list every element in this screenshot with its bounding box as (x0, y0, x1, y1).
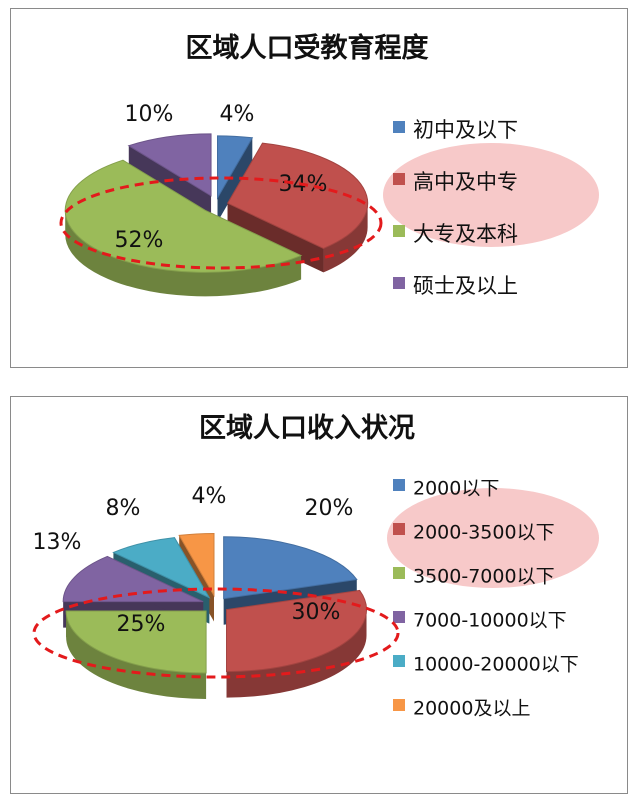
pie-slice (65, 610, 207, 699)
slice-value-label: 52% (115, 228, 164, 253)
slice-value-label: 20% (305, 496, 354, 521)
legend-label: 20000及以上 (413, 698, 530, 720)
slice-top (62, 555, 204, 603)
slice-side (217, 137, 253, 222)
slice-top (112, 537, 211, 599)
slice-value-label: 8% (106, 496, 141, 521)
legend-highlight (383, 143, 599, 247)
legend-swatch (393, 173, 405, 185)
legend-swatch (393, 699, 405, 711)
legend-label: 2000以下 (413, 478, 499, 500)
slice-top (217, 135, 254, 200)
chart-title: 区域人口收入状况 (199, 413, 415, 444)
slice-wall (65, 210, 302, 297)
income-pie-chart: 区域人口收入状况 20% 30% 25% 13% 8% 4% 2000以下 2000-350… (32, 413, 599, 720)
slice-value-label: 10% (125, 102, 174, 127)
pie-slices (64, 133, 369, 297)
pie-slice (226, 589, 367, 698)
legend-label: 初中及以下 (413, 118, 518, 142)
legend-label: 硕士及以上 (413, 274, 518, 298)
legend-swatch (393, 479, 405, 491)
legend-label: 3500-7000以下 (413, 566, 555, 588)
slice-top (226, 589, 367, 673)
slice-value-label: 4% (192, 484, 227, 509)
pie-slices (62, 532, 367, 699)
legend-swatch (393, 523, 405, 535)
highlight-oval (387, 488, 599, 588)
slice-wall (323, 203, 368, 273)
slice-top (127, 133, 212, 197)
slice-value-label: 13% (33, 530, 82, 555)
highlight-oval (383, 143, 599, 247)
slice-top (226, 142, 369, 249)
legend-label: 大专及本科 (413, 222, 518, 246)
pie-slice (217, 135, 254, 222)
slice-wall (226, 609, 367, 698)
slice-value-label: 25% (117, 612, 166, 637)
legend-swatch (393, 655, 405, 667)
chart-panel-income: 区域人口收入状况 20% 30% 25% 13% 8% 4% 2000以下 2000-350… (10, 396, 628, 794)
legend-swatch (393, 611, 405, 623)
slice-top (223, 536, 358, 600)
highlight-dashed-ellipse (32, 587, 400, 679)
legend-swatch (393, 567, 405, 579)
slice-value-label: 4% (220, 102, 255, 127)
legend-swatch (393, 225, 405, 237)
legend-label: 2000-3500以下 (413, 522, 555, 544)
chart-panel-education: 区域人口受教育程度 4% 34% 52% 10% 初中及以下 高中及中专 大专及本科 硕士及… (10, 8, 628, 368)
legend-swatch (393, 277, 405, 289)
slice-wall (66, 610, 207, 699)
education-pie-chart: 区域人口受教育程度 4%34%52%10% 初中及以下高中及中专大专及本科硕士及… (59, 32, 599, 298)
slice-labels: 20% 30% 25% 13% 8% 4% (33, 484, 354, 637)
slice-value-label: 30% (292, 600, 341, 625)
slice-top (178, 532, 215, 598)
chart-title: 区域人口受教育程度 (186, 32, 429, 64)
legend-label: 高中及中专 (413, 170, 518, 194)
legend-highlight (387, 488, 599, 588)
legend-swatch (393, 121, 405, 133)
legend-label: 10000-20000以下 (413, 654, 579, 676)
legend-label: 7000-10000以下 (413, 610, 567, 632)
highlight-dashed-ellipse (59, 176, 383, 270)
slice-top (65, 610, 207, 674)
legend: 2000以下 2000-3500以下 3500-7000以下 7000-10000以下… (393, 478, 579, 720)
